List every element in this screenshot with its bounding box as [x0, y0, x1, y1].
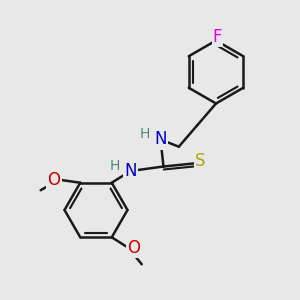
Text: S: S: [195, 152, 205, 169]
Text: N: N: [124, 162, 137, 180]
Text: O: O: [127, 239, 140, 257]
Text: N: N: [154, 130, 167, 148]
Text: H: H: [110, 159, 120, 172]
Text: F: F: [213, 28, 222, 46]
Text: H: H: [140, 127, 150, 141]
Text: O: O: [47, 171, 60, 189]
